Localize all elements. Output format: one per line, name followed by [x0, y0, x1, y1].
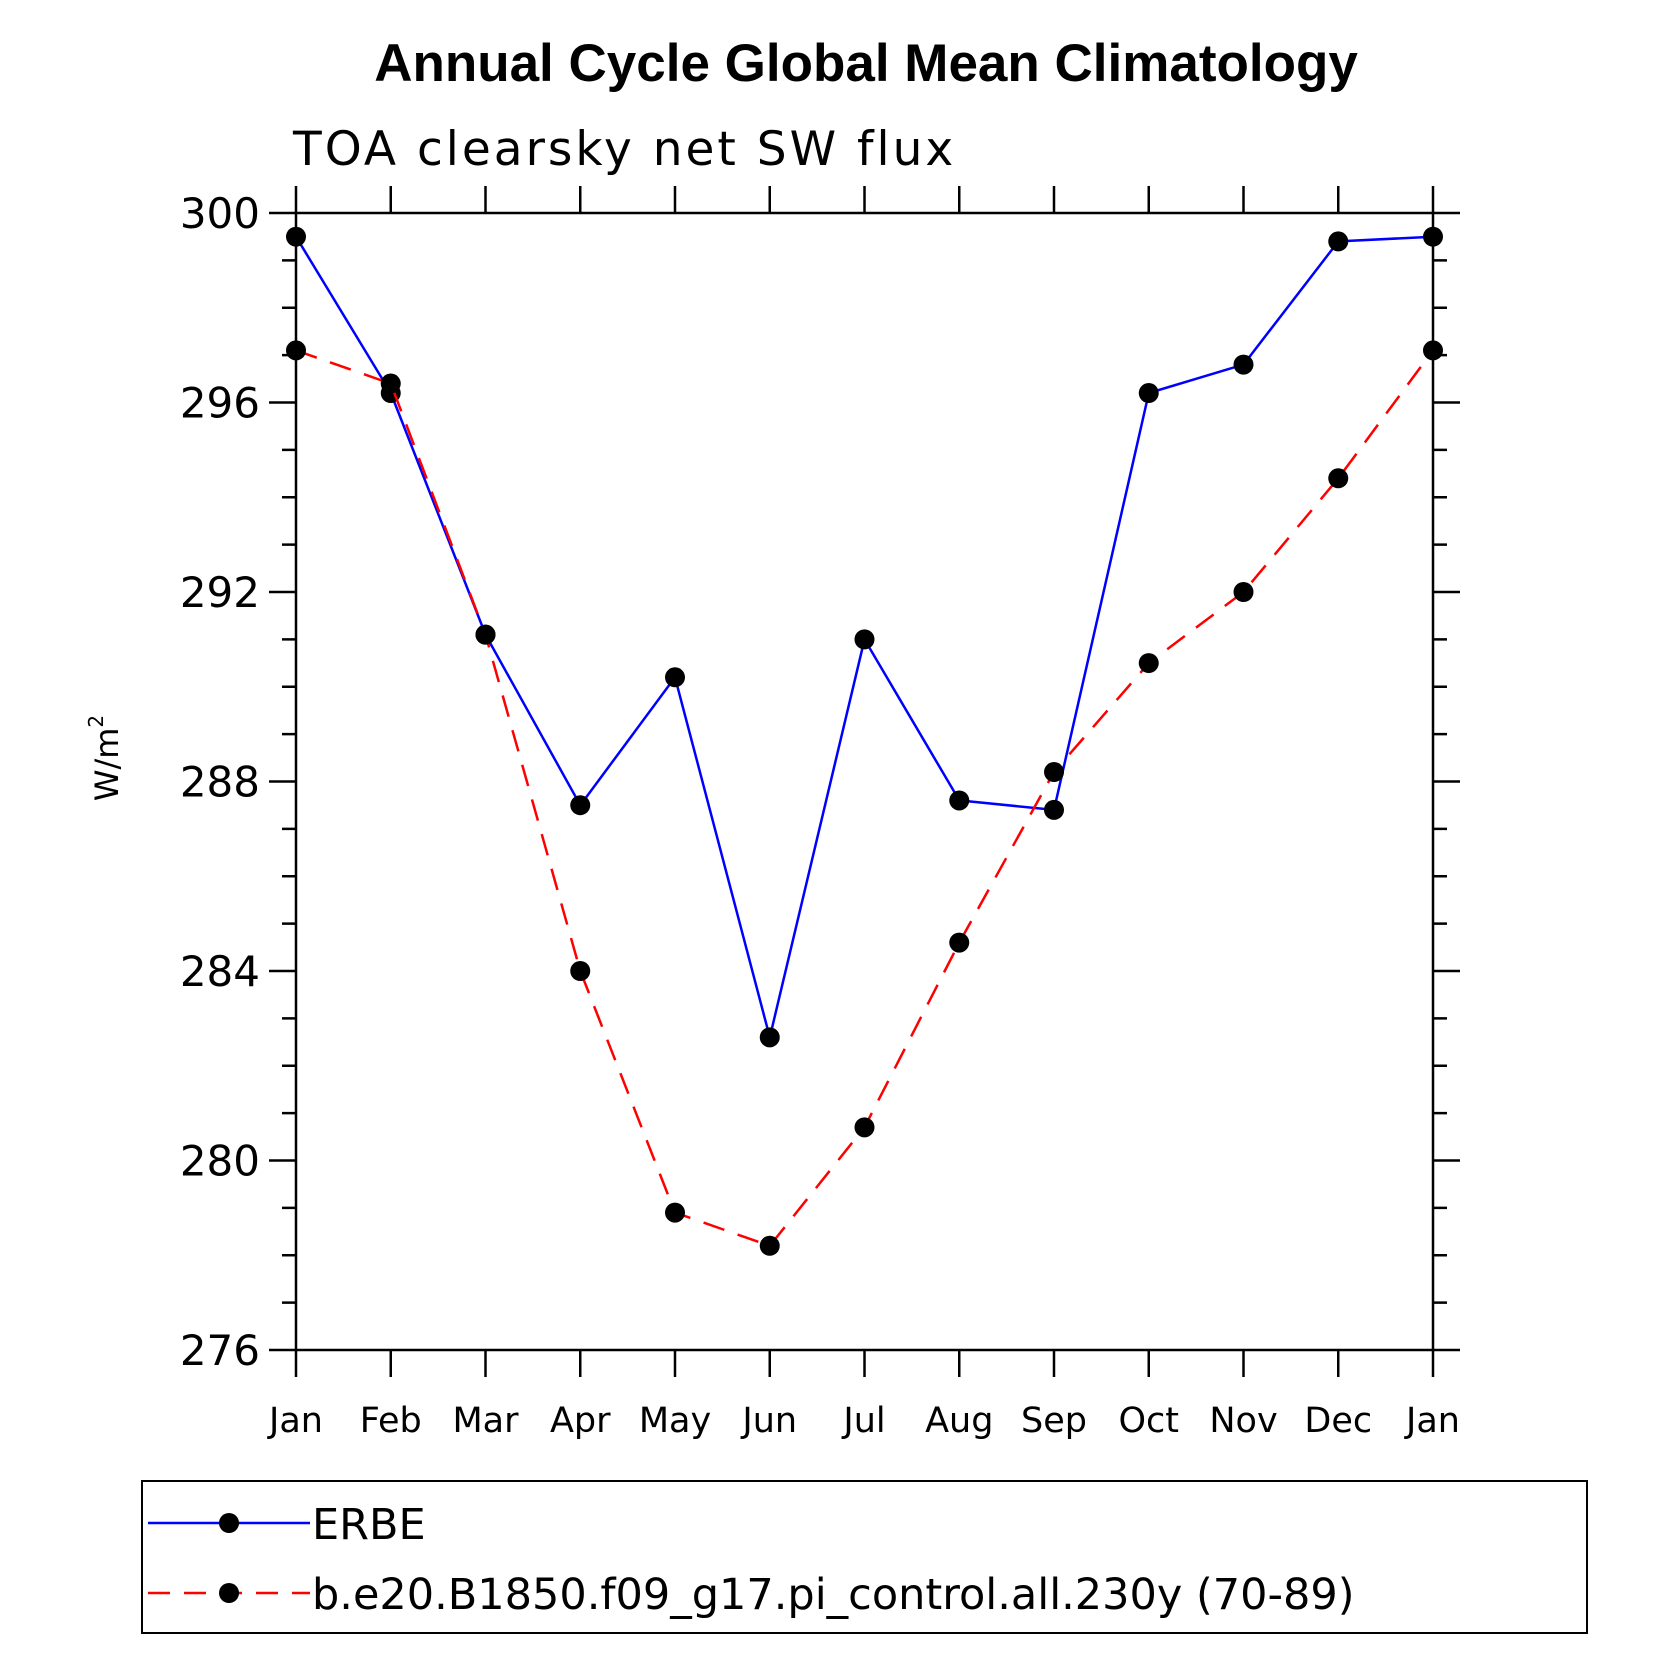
series-0-marker-6: [854, 629, 875, 650]
series-layer: [286, 226, 1443, 1256]
x-tick-label: Nov: [1209, 1401, 1277, 1441]
x-tick-label: Jan: [267, 1401, 323, 1441]
series-1-marker-1: [380, 373, 401, 394]
y-axis-label: W/m2: [84, 715, 126, 801]
series-1-marker-7: [949, 932, 970, 953]
series-1-marker-3: [570, 961, 591, 981]
series-0-marker-11: [1328, 231, 1349, 252]
chart-title: Annual Cycle Global Mean Climatology: [374, 34, 1358, 93]
y-tick-label: 292: [180, 568, 260, 617]
x-tick-label: Jul: [841, 1401, 885, 1441]
legend-label-model: b.e20.B1850.f09_g17.pi_control.all.230y …: [312, 1570, 1355, 1620]
x-tick-label: Feb: [360, 1401, 422, 1441]
y-axis-label-superscript: 2: [84, 715, 108, 728]
x-tick-label: Sep: [1021, 1401, 1087, 1441]
plot-border: [294, 211, 1435, 1352]
legend: ERBE b.e20.B1850.f09_g17.pi_control.all.…: [141, 1480, 1588, 1634]
series-1-marker-10: [1233, 582, 1254, 602]
legend-box: [141, 1480, 1588, 1634]
axis-ticks: [269, 186, 1460, 1377]
series-0-marker-5: [759, 1027, 780, 1048]
series-1-marker-12: [1423, 340, 1443, 361]
series-0-marker-0: [286, 226, 306, 247]
y-tick-label: 296: [180, 379, 260, 428]
legend-marker-erbe: [219, 1513, 239, 1533]
x-tick-label: Mar: [452, 1401, 519, 1441]
legend-label-erbe: ERBE: [312, 1500, 426, 1550]
x-tick-label: Aug: [925, 1401, 993, 1441]
x-tick-label: May: [639, 1401, 711, 1441]
series-1-marker-11: [1328, 468, 1349, 489]
series-1-marker-4: [665, 1202, 685, 1223]
series-0-marker-10: [1233, 354, 1254, 375]
series-0-marker-3: [570, 795, 591, 816]
y-tick-label: 280: [180, 1137, 260, 1186]
y-tick-label: 288: [180, 758, 260, 807]
series-0-marker-8: [1044, 799, 1064, 820]
chart-subtitle: TOA clearsky net SW flux: [292, 122, 956, 177]
series-1-marker-8: [1044, 762, 1064, 783]
series-1-marker-9: [1138, 653, 1159, 674]
series-1-marker-6: [854, 1117, 875, 1138]
series-1-marker-5: [759, 1235, 780, 1256]
x-tick-label: Dec: [1304, 1401, 1372, 1441]
svg-text:W/m2: W/m2: [84, 715, 126, 801]
x-tick-label: Oct: [1118, 1401, 1179, 1441]
plot-frame: [294, 211, 1435, 1352]
legend-marker-model: [219, 1583, 239, 1603]
series-0-marker-9: [1138, 383, 1159, 404]
y-tick-label: 276: [180, 1326, 260, 1375]
series-0-marker-4: [665, 667, 685, 688]
tick-labels: Jan Feb Mar Apr May Jun Jul Aug Sep Oct Nov Dec Jan2…: [180, 189, 1460, 1441]
series-1-marker-2: [475, 624, 496, 645]
series-1-marker-0: [286, 340, 306, 361]
series-0-marker-7: [949, 790, 970, 811]
series-0-marker-12: [1423, 226, 1443, 247]
y-tick-label: 284: [180, 947, 260, 996]
x-tick-label: Apr: [550, 1401, 611, 1441]
y-tick-label: 300: [180, 189, 260, 238]
series-line-1: [295, 349, 1435, 1248]
y-axis-label-text: W/m: [88, 728, 126, 802]
x-tick-label: Jan: [1404, 1401, 1460, 1441]
x-tick-label: Jun: [740, 1401, 797, 1441]
